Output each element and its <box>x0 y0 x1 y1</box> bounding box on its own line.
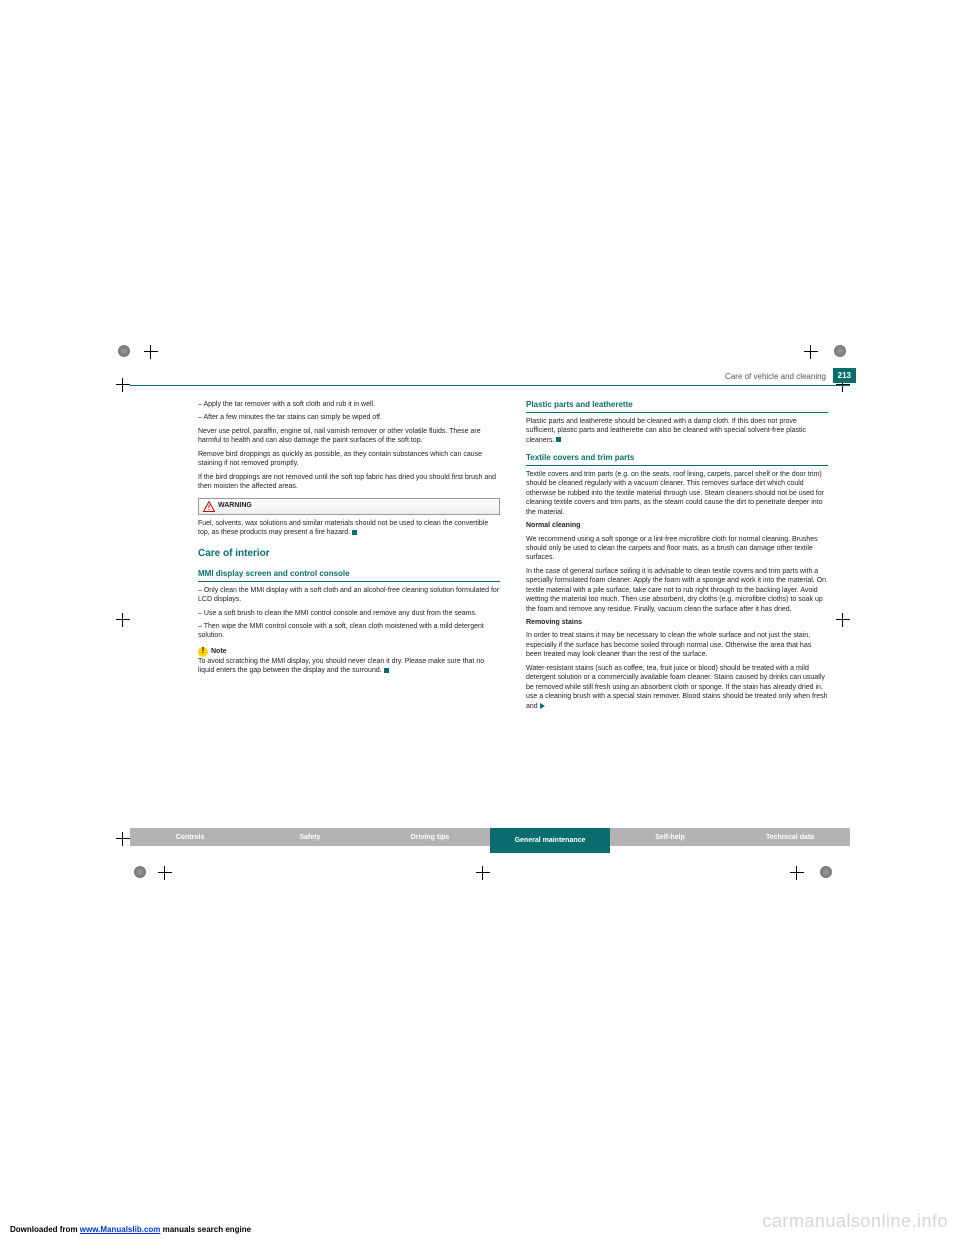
warning-triangle-icon <box>203 501 215 512</box>
warning-text: Fuel, solvents, wax solutions and simila… <box>198 519 500 538</box>
left-column: – Apply the tar remover with a soft clot… <box>198 400 500 715</box>
note-icon: ! <box>198 647 208 657</box>
body-text: Never use petrol, paraffin, engine oil, … <box>198 427 500 446</box>
body-text: – Apply the tar remover with a soft clot… <box>198 400 500 409</box>
nav-tab-general-maintenance[interactable]: General maintenance <box>490 828 610 853</box>
body-text: Water-resistant stains (such as coffee, … <box>526 664 828 711</box>
body-text: – Then wipe the MMI control console with… <box>198 622 500 641</box>
body-text: – Use a soft brush to clean the MMI cont… <box>198 609 500 618</box>
note-block: ! Note <box>198 647 500 657</box>
nav-tab-controls[interactable]: Controls <box>130 828 250 846</box>
para-strong: Removing stains <box>526 619 582 626</box>
crop-cross-tl2 <box>118 380 128 390</box>
crop-cross-mr <box>838 615 848 625</box>
nav-tab-technical-data[interactable]: Technical data <box>730 828 850 846</box>
download-prefix: Downloaded from <box>10 1225 80 1234</box>
continue-arrow-icon <box>540 703 545 709</box>
body-text: If the bird droppings are not removed un… <box>198 473 500 492</box>
body-span: Plastic parts and leatherette should be … <box>526 418 806 444</box>
download-link[interactable]: www.Manualslib.com <box>80 1225 161 1234</box>
crop-cross-bl2 <box>118 834 128 844</box>
note-body: To avoid scratching the MMI display, you… <box>198 658 484 674</box>
body-text: In order to treat stains it may be neces… <box>526 631 828 659</box>
crop-cross-br <box>792 868 802 878</box>
crop-cross-bc <box>478 868 488 878</box>
sub-heading: Textile covers and trim parts <box>526 453 828 466</box>
warning-label: WARNING <box>218 501 252 510</box>
body-span: Water-resistant stains (such as coffee, … <box>526 665 828 710</box>
crop-cross-tl <box>146 347 156 357</box>
crop-circle-bl <box>134 866 146 878</box>
page-number: 213 <box>833 368 856 383</box>
right-column: Plastic parts and leatherette Plastic pa… <box>526 400 828 715</box>
header-title: Care of vehicle and cleaning <box>725 372 826 381</box>
crop-circle-br <box>820 866 832 878</box>
end-mark-icon <box>352 530 357 535</box>
sub-heading: Plastic parts and leatherette <box>526 400 828 413</box>
crop-circle-tl <box>118 345 130 357</box>
nav-tab-driving-tips[interactable]: Driving tips <box>370 828 490 846</box>
body-text: Removing stains <box>526 618 828 627</box>
body-text: We recommend using a soft sponge or a li… <box>526 535 828 563</box>
section-heading: Care of interior <box>198 547 500 561</box>
sub-heading: MMI display screen and control console <box>198 569 500 582</box>
warning-box: WARNING <box>198 498 500 515</box>
end-mark-icon <box>384 668 389 673</box>
header-rule <box>130 385 850 386</box>
body-text: Normal cleaning <box>526 521 828 530</box>
crop-circle-tr <box>834 345 846 357</box>
body-text: In the case of general surface soiling i… <box>526 567 828 614</box>
end-mark-icon <box>556 437 561 442</box>
para-strong: Normal cleaning <box>526 522 580 529</box>
note-text: To avoid scratching the MMI display, you… <box>198 657 500 676</box>
content-columns: – Apply the tar remover with a soft clot… <box>198 400 828 715</box>
body-text: – Only clean the MMI display with a soft… <box>198 586 500 605</box>
body-text: – After a few minutes the tar stains can… <box>198 413 500 422</box>
body-text: Remove bird droppings as quickly as poss… <box>198 450 500 469</box>
download-suffix: manuals search engine <box>160 1225 251 1234</box>
crop-cross-tr <box>806 347 816 357</box>
crop-cross-ml <box>118 615 128 625</box>
watermark-text: carmanualsonline.info <box>762 1211 948 1232</box>
body-text: Plastic parts and leatherette should be … <box>526 417 828 445</box>
note-label: Note <box>211 647 227 656</box>
warning-body: Fuel, solvents, wax solutions and simila… <box>198 520 488 536</box>
nav-tab-safety[interactable]: Safety <box>250 828 370 846</box>
section-nav-bar: Controls Safety Driving tips General mai… <box>130 828 850 846</box>
download-source: Downloaded from www.Manualslib.com manua… <box>10 1225 251 1234</box>
body-text: Textile covers and trim parts (e.g. on t… <box>526 470 828 517</box>
crop-cross-bl <box>160 868 170 878</box>
nav-tab-self-help[interactable]: Self-help <box>610 828 730 846</box>
